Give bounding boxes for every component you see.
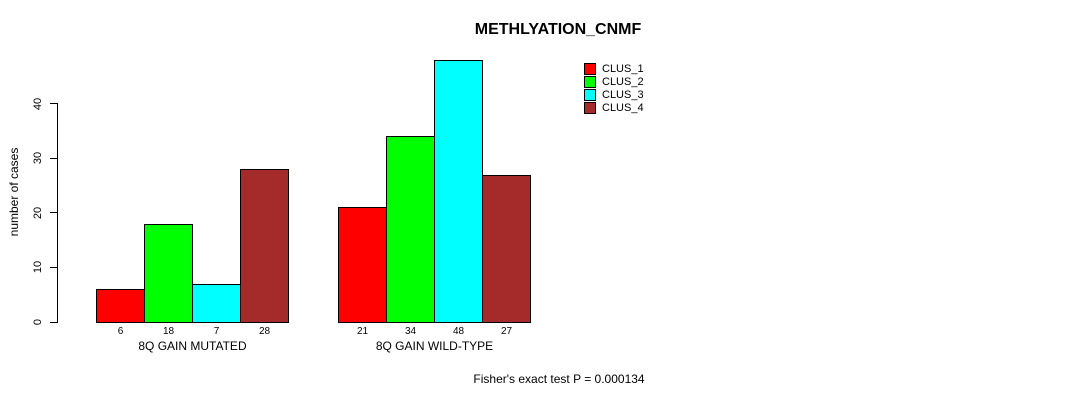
annotation-text: Fisher's exact test P = 0.000134 [473, 372, 645, 386]
legend-item-clus-3: CLUS_3 [584, 88, 644, 101]
category-label-8q-gain-mutated: 8Q GAIN MUTATED [138, 339, 247, 353]
y-tick-label: 20 [32, 206, 44, 219]
legend-label: CLUS_1 [602, 62, 644, 75]
legend-item-clus-2: CLUS_2 [584, 75, 644, 88]
legend-label: CLUS_2 [602, 75, 644, 88]
y-tick-label: 40 [32, 97, 44, 110]
bar-clus-1-8q-gain-mutated [96, 289, 145, 323]
legend-label: CLUS_4 [602, 101, 644, 114]
bar-clus-3-8q-gain-mutated [192, 284, 241, 323]
bar-value-label: 6 [117, 326, 124, 337]
y-axis-line [57, 103, 58, 323]
y-tick-mark [50, 157, 57, 159]
category-label-8q-gain-wild-type: 8Q GAIN WILD-TYPE [375, 339, 494, 353]
legend-swatch [584, 75, 596, 88]
legend-swatch [584, 101, 596, 114]
y-tick-mark [50, 321, 57, 323]
y-tick-mark [50, 212, 57, 214]
bar-value-label: 48 [452, 326, 465, 337]
legend-item-clus-4: CLUS_4 [584, 101, 644, 114]
bar-value-label: 21 [356, 326, 369, 337]
bar-clus-1-8q-gain-wild-type [338, 207, 387, 323]
legend-item-clus-1: CLUS_1 [584, 62, 644, 75]
bar-clus-4-8q-gain-wild-type [482, 175, 531, 323]
bar-clus-2-8q-gain-mutated [144, 224, 193, 323]
y-tick-label: 10 [32, 261, 44, 274]
bar-value-label: 28 [258, 326, 271, 337]
legend-swatch [584, 62, 596, 75]
y-axis-label: number of cases [7, 147, 21, 237]
bar-value-label: 18 [162, 326, 175, 337]
bar-value-label: 7 [213, 326, 220, 337]
y-tick-mark [50, 266, 57, 268]
legend: CLUS_1 CLUS_2 CLUS_3 CLUS_4 [584, 62, 644, 114]
legend-label: CLUS_3 [602, 88, 644, 101]
y-tick-label: 0 [32, 318, 44, 326]
bar-clus-4-8q-gain-mutated [240, 169, 289, 323]
legend-swatch [584, 88, 596, 101]
chart-title: METHLYATION_CNMF [474, 21, 642, 38]
bar-value-label: 27 [500, 326, 513, 337]
y-tick-mark [50, 103, 57, 104]
bar-clus-3-8q-gain-wild-type [434, 60, 483, 323]
bar-value-label: 34 [404, 326, 417, 337]
y-tick-label: 30 [32, 152, 44, 165]
bar-clus-2-8q-gain-wild-type [386, 136, 435, 323]
